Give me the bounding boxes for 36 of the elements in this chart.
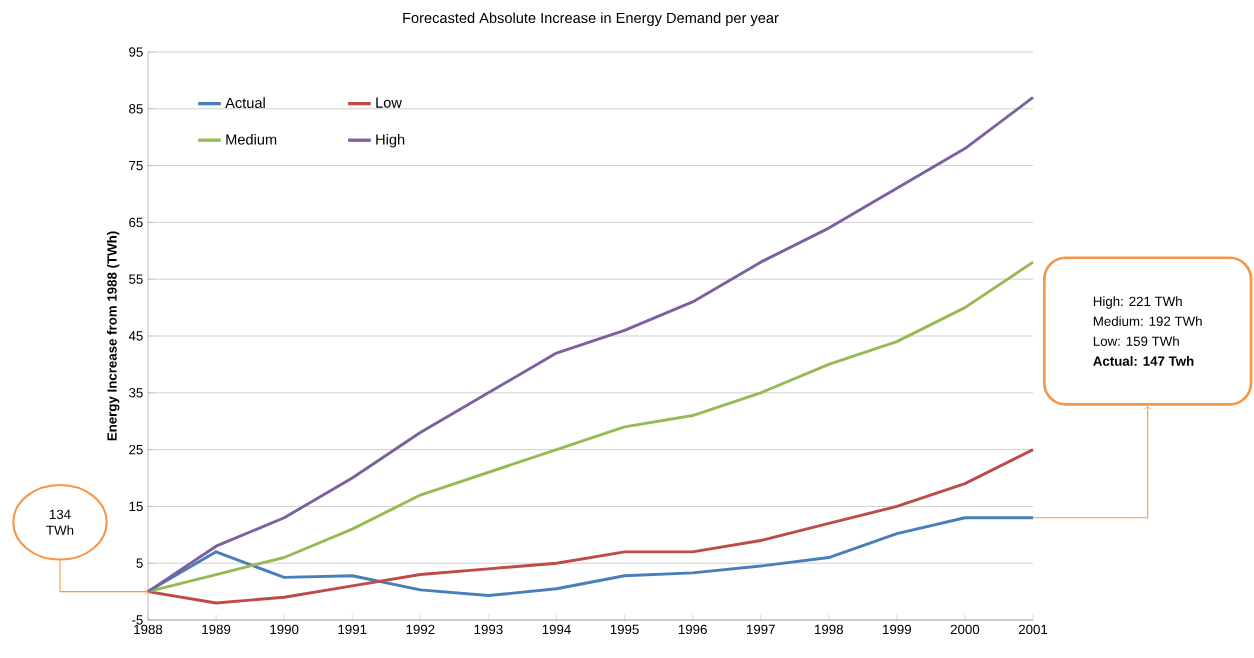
x-tick-label: 1988 bbox=[134, 624, 163, 635]
x-tick-label: 1997 bbox=[746, 624, 775, 635]
x-tick-label: 1990 bbox=[270, 624, 299, 635]
text: Actual: 147 Twh bbox=[1093, 356, 1194, 366]
y-tick-label: 15 bbox=[129, 501, 143, 512]
legend-label: Medium bbox=[226, 133, 277, 145]
y-tick-label: 35 bbox=[129, 388, 143, 398]
text: Low: 159 TWh bbox=[1093, 336, 1179, 346]
y-tick-label: 45 bbox=[128, 331, 143, 341]
text: High: 221 TWh bbox=[1093, 296, 1182, 309]
y-tick-label: 95 bbox=[129, 47, 143, 57]
x-tick-label: 1999 bbox=[883, 624, 912, 635]
x-tick-label: 1992 bbox=[406, 624, 435, 635]
x-tick-label: 2000 bbox=[950, 624, 980, 635]
y-axis-title: Energy Increase from 1988 (TWh) bbox=[106, 231, 120, 441]
y-tick-label: 5 bbox=[136, 558, 143, 568]
x-tick-label: 1989 bbox=[202, 624, 231, 635]
x-tick-label: 1998 bbox=[815, 624, 843, 635]
legend-label: Low bbox=[376, 97, 402, 108]
legend-label: Actual bbox=[225, 97, 265, 109]
x-tick-label: 1994 bbox=[542, 624, 571, 635]
y-tick-label: 75 bbox=[129, 160, 143, 171]
x-tick-label: 1996 bbox=[678, 624, 707, 635]
y-tick-label: -5 bbox=[132, 615, 143, 625]
legend-label: High bbox=[376, 133, 405, 148]
chart-title: Forecasted Absolute Increase in Energy Demand per year bbox=[403, 12, 779, 26]
y-tick-label: 25 bbox=[129, 444, 143, 455]
y-tick-label: 65 bbox=[129, 217, 143, 228]
x-tick-label: 2001 bbox=[1018, 624, 1048, 635]
x-tick-label: 1991 bbox=[338, 624, 367, 635]
text: Medium: 192 TWh bbox=[1093, 316, 1202, 326]
y-tick-label: 55 bbox=[129, 274, 143, 284]
text: 134 TWh bbox=[46, 509, 74, 535]
x-tick-label: 1993 bbox=[474, 624, 503, 635]
x-tick-label: 1995 bbox=[610, 624, 639, 635]
y-tick-label: 85 bbox=[129, 104, 143, 114]
